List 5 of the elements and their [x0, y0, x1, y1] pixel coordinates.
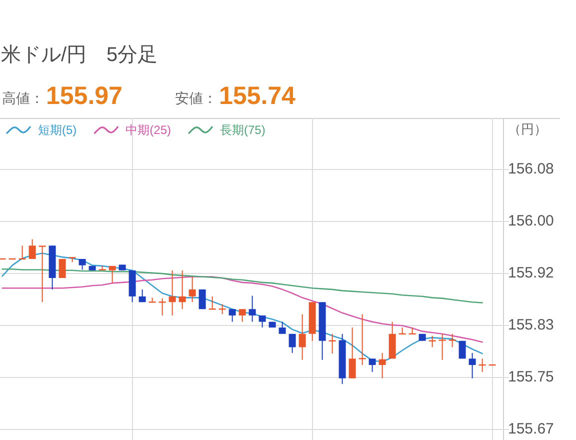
annotation: 高値： — [2, 90, 44, 106]
annotation: 155.74 — [219, 82, 296, 110]
annotation: 安値： — [175, 90, 217, 106]
title: 米ドル/円 5分足 — [1, 44, 158, 66]
annotation: 155.97 — [46, 82, 122, 110]
